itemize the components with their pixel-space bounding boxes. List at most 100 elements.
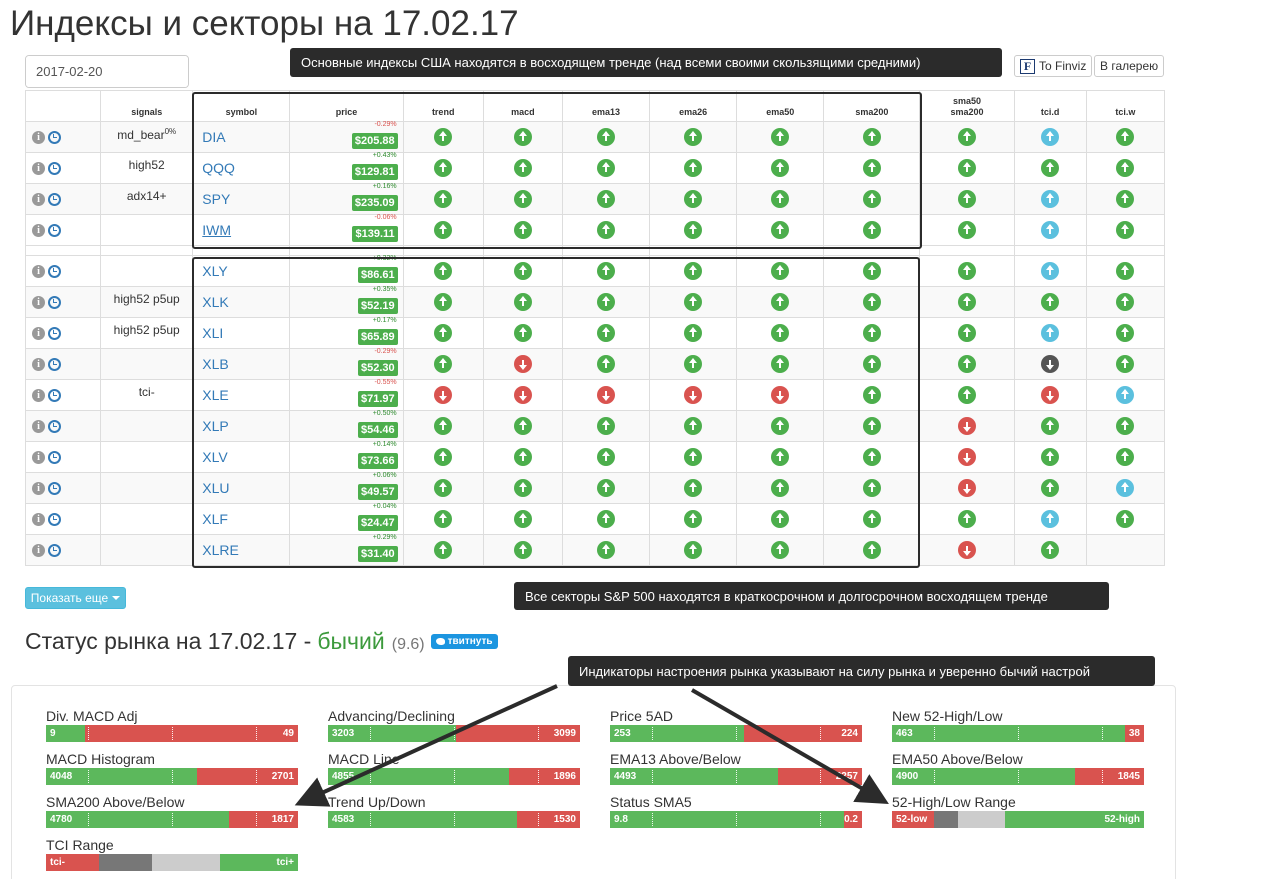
table-row: i tci- XLE -0.55% $71.97 <box>24 379 1166 411</box>
arrow-up-icon <box>958 128 977 146</box>
date-input[interactable] <box>26 56 188 87</box>
signal-cell <box>100 441 194 473</box>
symbol-link[interactable]: XLY <box>202 263 228 279</box>
clock-icon[interactable] <box>48 296 61 310</box>
indicator-cell <box>482 534 563 566</box>
info-icon[interactable]: i <box>32 327 45 341</box>
clock-icon[interactable] <box>48 193 61 207</box>
clock-icon[interactable] <box>48 420 61 434</box>
arrow-up-icon <box>1116 221 1135 239</box>
arrow-up-icon <box>1116 293 1135 311</box>
header-tci-w[interactable]: tci.w <box>1085 90 1166 122</box>
clock-icon[interactable] <box>48 162 61 176</box>
bar-tick <box>370 727 371 740</box>
header-sma50-sma200[interactable]: sma50 sma200 <box>919 90 1015 122</box>
symbol-link[interactable]: XLF <box>202 511 228 527</box>
symbol-link[interactable]: XLB <box>202 356 229 372</box>
clock-icon[interactable] <box>48 358 61 372</box>
clock-icon[interactable] <box>48 513 61 527</box>
symbol-cell: XLY <box>192 255 291 287</box>
header-sma200[interactable]: sma200 <box>823 90 921 122</box>
arrow-up-icon <box>513 159 532 177</box>
symbol-link[interactable]: XLK <box>202 294 229 310</box>
indicator-cell <box>402 183 484 215</box>
header-ema26[interactable]: ema26 <box>649 90 738 122</box>
symbol-cell: XLB <box>192 348 291 380</box>
arrow-up-icon <box>1116 386 1135 404</box>
gallery-button[interactable]: В галерею <box>1094 55 1165 77</box>
indicator-cell <box>649 379 738 411</box>
show-more-button[interactable]: Показать еще <box>25 587 126 609</box>
info-icon[interactable]: i <box>32 358 45 372</box>
indicator-cell <box>823 410 921 442</box>
symbol-link[interactable]: QQQ <box>202 160 235 176</box>
symbol-link[interactable]: XLE <box>202 387 229 403</box>
signal-text: high52 <box>128 158 165 172</box>
table-row: i IWM -0.06% $139.11 <box>24 214 1166 246</box>
info-icon[interactable]: i <box>32 389 45 403</box>
header-sma-cross-bottom: sma200 <box>950 107 984 117</box>
clock-icon[interactable] <box>48 327 61 341</box>
arrow-up-icon <box>684 417 703 435</box>
header-tci-d[interactable]: tci.d <box>1013 90 1087 122</box>
symbol-link[interactable]: XLI <box>202 325 224 341</box>
price-badge: $24.47 <box>357 515 398 531</box>
clock-icon[interactable] <box>48 451 61 465</box>
bar-tick <box>538 727 539 740</box>
arrow-up-icon <box>1116 128 1135 146</box>
indicator-right-value: 1845 <box>1075 768 1144 785</box>
header-macd[interactable]: macd <box>482 90 563 122</box>
indicator-cell <box>402 317 484 349</box>
symbol-link[interactable]: XLP <box>202 418 229 434</box>
info-icon[interactable]: i <box>32 224 45 238</box>
to-finviz-button[interactable]: F To Finviz <box>1014 55 1093 77</box>
symbol-link[interactable]: XLU <box>202 480 230 496</box>
header-ema13[interactable]: ema13 <box>561 90 651 122</box>
header-ema50[interactable]: ema50 <box>736 90 825 122</box>
arrow-up-icon <box>1041 190 1060 208</box>
indicator-cell <box>649 348 738 380</box>
arrow-up-icon <box>958 510 977 528</box>
info-icon[interactable]: i <box>32 544 45 558</box>
indicator-bar: 4900 1845 <box>892 768 1144 785</box>
header-symbol[interactable]: symbol <box>192 90 291 122</box>
price-cell: -0.06% $139.11 <box>289 214 404 246</box>
indicator-cell <box>736 286 825 318</box>
table-row: i XLRE +0.29% $31.40 <box>24 534 1166 566</box>
symbol-link[interactable]: DIA <box>202 129 226 145</box>
indicator-cell <box>482 348 563 380</box>
tweet-button[interactable]: твитнуть <box>430 634 498 649</box>
table-row: i adx14+ SPY +0.16% $235.09 <box>24 183 1166 215</box>
info-icon[interactable]: i <box>32 420 45 434</box>
clock-icon[interactable] <box>48 544 61 558</box>
info-icon[interactable]: i <box>32 265 45 279</box>
info-icon[interactable]: i <box>32 162 45 176</box>
clock-icon[interactable] <box>48 482 61 496</box>
table-row: i XLV +0.14% $73.66 <box>24 441 1166 473</box>
date-picker[interactable] <box>25 55 189 88</box>
indicator-right-value: 1896 <box>509 768 580 785</box>
info-icon[interactable]: i <box>32 513 45 527</box>
info-icon[interactable]: i <box>32 482 45 496</box>
clock-icon[interactable] <box>48 224 61 238</box>
clock-icon[interactable] <box>48 265 61 279</box>
signal-cell <box>100 214 194 246</box>
indicator-cell <box>649 503 738 535</box>
clock-icon[interactable] <box>48 131 61 145</box>
header-trend[interactable]: trend <box>402 90 484 122</box>
header-price[interactable]: price <box>289 90 404 122</box>
header-signals[interactable]: signals <box>100 90 194 122</box>
info-icon[interactable]: i <box>32 296 45 310</box>
info-icon[interactable]: i <box>32 193 45 207</box>
symbol-link[interactable]: XLV <box>202 449 228 465</box>
table-row: i high52 p5up XLI +0.17% $65.89 <box>24 317 1166 349</box>
symbol-link[interactable]: SPY <box>202 191 231 207</box>
info-icon[interactable]: i <box>32 451 45 465</box>
signal-sup: 0% <box>164 127 177 136</box>
bar-tick <box>652 727 653 740</box>
clock-icon[interactable] <box>48 389 61 403</box>
symbol-link[interactable]: IWM <box>202 222 232 238</box>
symbol-cell: XLRE <box>192 534 291 566</box>
info-icon[interactable]: i <box>32 131 45 145</box>
symbol-link[interactable]: XLRE <box>202 542 239 558</box>
